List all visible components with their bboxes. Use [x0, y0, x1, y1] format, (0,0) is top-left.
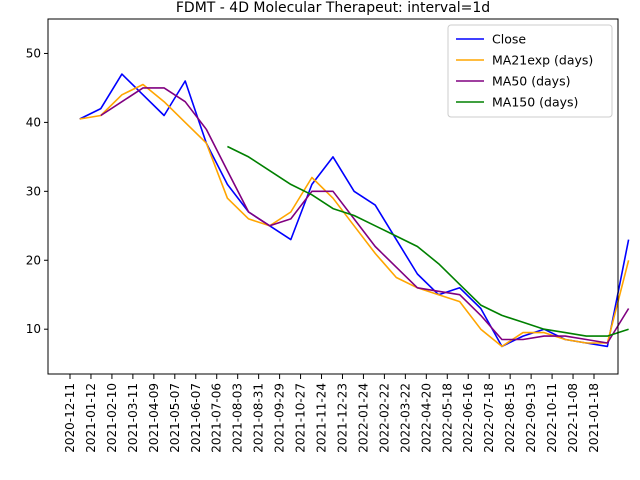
x-tick-label: 2021-11-24 [315, 383, 329, 453]
x-tick-label: 2022-10-11 [545, 383, 559, 453]
y-tick-label: 10 [26, 322, 41, 336]
y-tick-label: 50 [26, 46, 41, 60]
x-tick-label: 2021-04-09 [147, 383, 161, 453]
x-tick-label: 2021-06-07 [189, 383, 203, 453]
x-tick-label: 2022-07-18 [482, 383, 496, 453]
series-line-ma50-days [100, 87, 630, 344]
x-tick-label: 2021-01-12 [84, 383, 98, 453]
y-tick-label: 20 [26, 253, 41, 267]
series-line-ma150-days [227, 145, 629, 337]
x-tick-label: 2021-08-03 [231, 383, 245, 453]
x-tick-label: 2022-02-22 [377, 383, 391, 453]
x-tick-label: 2021-09-29 [273, 383, 287, 453]
x-tick-label: 2021-10-27 [294, 383, 308, 453]
plot-frame [47, 18, 619, 375]
x-tick-label: 2020-12-11 [63, 383, 77, 453]
y-tick-label: 30 [26, 184, 41, 198]
y-axis-ticks: 10 20 30 40 50 [26, 46, 48, 336]
x-tick-label: 2021-02-10 [105, 383, 119, 453]
legend-label: MA150 (days) [492, 95, 578, 110]
x-tick-label: 2021-01-18 [587, 383, 601, 453]
x-axis-ticks: 2020-12-11 2021-01-12 2021-02-10 2021-03-11… [63, 374, 601, 453]
legend-label: Close [492, 32, 526, 47]
legend-label: MA21exp (days) [492, 53, 593, 68]
x-tick-label: 2021-08-31 [252, 383, 266, 453]
series-lines [79, 73, 630, 348]
chart-title: FDMT - 4D Molecular Therapeut: interval=… [176, 0, 490, 16]
x-tick-label: 2022-09-13 [524, 383, 538, 453]
x-tick-label: 2022-06-16 [461, 383, 475, 453]
x-tick-label: 2022-05-18 [440, 383, 454, 453]
x-tick-label: 2022-01-24 [356, 383, 370, 453]
x-tick-label: 2021-07-06 [210, 383, 224, 453]
x-tick-label: 2021-03-11 [126, 383, 140, 453]
x-tick-label: 2021-12-23 [335, 383, 349, 453]
series-line-close [79, 73, 630, 348]
legend-box [447, 24, 613, 118]
y-tick-label: 40 [26, 115, 41, 129]
x-tick-label: 2022-11-08 [566, 383, 580, 453]
x-tick-label: 2021-05-07 [168, 383, 182, 453]
legend: Close MA21exp (days) MA50 (days) MA150 (day… [447, 24, 613, 118]
x-tick-label: 2022-08-15 [503, 383, 517, 453]
legend-label: MA50 (days) [492, 74, 570, 89]
x-tick-label: 2022-04-20 [419, 383, 433, 453]
series-line-ma21exp-days [79, 83, 630, 348]
x-tick-label: 2022-03-22 [398, 383, 412, 453]
